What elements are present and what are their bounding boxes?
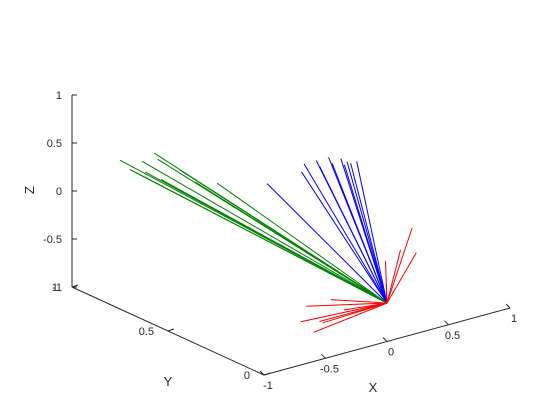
z-axis-label: Z [22, 186, 37, 194]
series-line [386, 227, 413, 304]
series-line [303, 163, 388, 304]
y-tick-mark [71, 284, 79, 288]
series-line [330, 299, 388, 304]
x-tick-mark [444, 320, 449, 326]
x-tick-label: 1 [511, 313, 517, 325]
y-tick-mark [167, 328, 175, 332]
x-tick-label: -0.5 [320, 363, 339, 375]
series-line [266, 183, 388, 304]
y-tick-label: 1 [52, 282, 58, 294]
series-line [210, 189, 388, 304]
x-tick-mark [321, 353, 326, 359]
series-line [346, 161, 388, 304]
x-tick-mark [505, 303, 511, 309]
z-tick-label: 0 [56, 186, 62, 198]
z-tick-label: 1 [56, 90, 62, 102]
x-axis-label: X [369, 380, 378, 395]
series-line [141, 160, 388, 304]
x-tick-label: -1 [263, 380, 273, 392]
series-line [322, 302, 388, 324]
x-tick-mark [382, 337, 388, 342]
series-1 [119, 152, 388, 304]
z-tick-label: -1 [52, 282, 62, 294]
series-line [313, 302, 388, 333]
series-line [385, 260, 388, 304]
series-2 [300, 227, 417, 333]
series-line [350, 162, 388, 304]
y-tick-label: 0 [244, 370, 250, 382]
series-line [160, 179, 388, 304]
y-tick-mark [263, 372, 271, 376]
series-group [119, 152, 417, 333]
series-line [135, 172, 388, 304]
series-0 [266, 157, 388, 304]
series-line [300, 302, 388, 323]
z-tick-label: -0.5 [43, 234, 62, 246]
series-line [216, 182, 388, 304]
series-line [315, 160, 388, 304]
series-line [386, 249, 401, 304]
series-line [386, 252, 417, 304]
x-tick-mark [259, 370, 265, 376]
y-tick-label: 0.5 [139, 326, 154, 338]
series-line [328, 157, 388, 304]
series-line [356, 161, 388, 304]
series-line [306, 302, 388, 307]
y-axis-label: Y [164, 374, 173, 389]
series-line [340, 158, 388, 304]
x-tick-label: 0.5 [445, 330, 460, 342]
x-tick-label: 0 [388, 347, 394, 359]
z-tick-label: 0.5 [47, 138, 62, 150]
series-line [300, 171, 388, 304]
